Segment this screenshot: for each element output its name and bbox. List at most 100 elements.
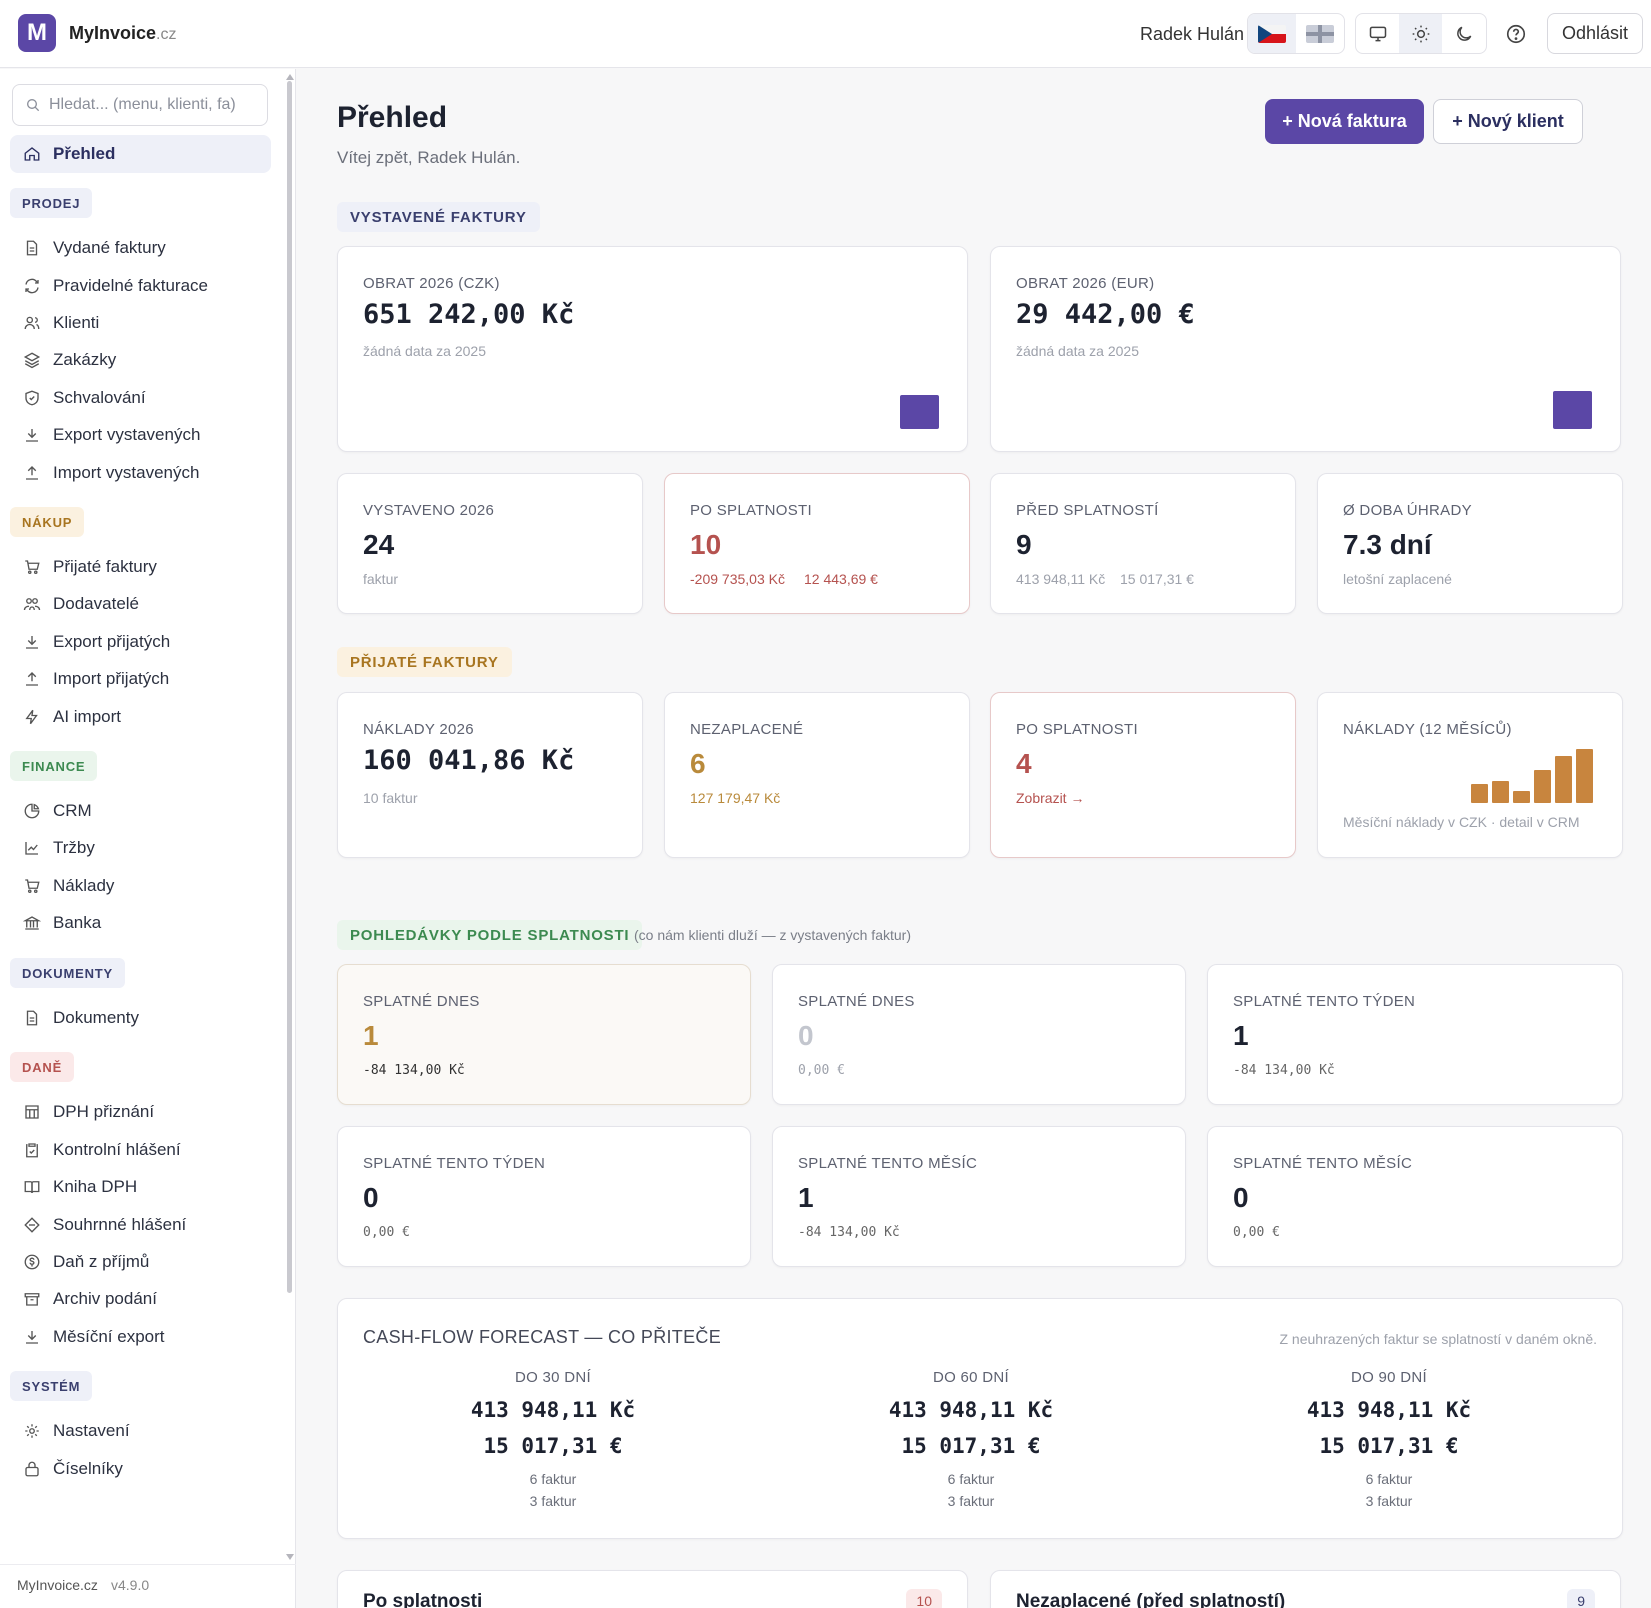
sidebar-item-label: Nastavení: [53, 1421, 130, 1440]
sidebar-item-ciselniky[interactable]: Číselníky: [10, 1450, 271, 1488]
sidebar-item-label: Náklady: [53, 876, 115, 895]
upload-icon: [26, 672, 38, 686]
scroll-down-icon[interactable]: [286, 1554, 294, 1560]
bank-icon: [23, 916, 41, 930]
lang-en-button[interactable]: [1296, 14, 1344, 53]
issued-before-due-card[interactable]: PŘED SPLATNOSTÍ 9 413 948,11 Kč 15 017,3…: [990, 473, 1296, 614]
clipboard-icon: [26, 1143, 38, 1158]
sidebar-item-label: Import přijatých: [53, 669, 170, 688]
sidebar-item-dokumenty[interactable]: Dokumenty: [10, 999, 271, 1037]
receivables-note: (co nám klienti dluží — z vystavených fa…: [634, 927, 911, 943]
sidebar-item-export-prijatych[interactable]: Export přijatých: [10, 623, 271, 661]
sidebar-item-pravidelne-fakturace[interactable]: Pravidelné fakturace: [10, 267, 271, 305]
sidebar-item-prijate-faktury[interactable]: Přijaté faktury: [10, 548, 271, 586]
card-sub: žádná data za 2025: [363, 343, 486, 359]
card-value: 9: [1016, 529, 1032, 560]
card-value: 24: [363, 529, 395, 560]
sidebar-item-klienti[interactable]: Klienti: [10, 304, 271, 342]
cashflow-count-eur: 3 faktur: [529, 1493, 577, 1509]
card-value: 4: [1016, 748, 1032, 779]
receivable-card[interactable]: SPLATNÉ TENTO MĚSÍC 1 -84 134,00 Kč: [772, 1126, 1186, 1267]
turnover-czk-card[interactable]: OBRAT 2026 (CZK) 651 242,00 Kč žádná dat…: [337, 246, 968, 452]
avg-payment-card[interactable]: Ø DOBA ÚHRADY 7.3 dní letošní zaplacené: [1317, 473, 1623, 614]
issued-count-card[interactable]: VYSTAVENO 2026 24 faktur: [337, 473, 643, 614]
app-name[interactable]: MyInvoice.cz: [69, 23, 176, 44]
card-sub: faktur: [363, 571, 399, 587]
sidebar-item-souhrnne-hlaseni[interactable]: Souhrnné hlášení: [10, 1206, 271, 1244]
unpaid-card[interactable]: NEZAPLACENÉ 6 127 179,47 Kč: [664, 692, 970, 858]
download-icon: [26, 1331, 38, 1344]
sidebar-item-import-prijatych[interactable]: Import přijatých: [10, 660, 271, 698]
help-icon: [1506, 24, 1526, 43]
receivable-card[interactable]: SPLATNÉ DNES 1 -84 134,00 Kč: [337, 964, 751, 1105]
sidebar-item-export-vystavenych[interactable]: Export vystavených: [10, 416, 271, 454]
sidebar-item-crm[interactable]: CRM: [10, 792, 271, 830]
card-value: 0: [1233, 1182, 1249, 1213]
sidebar-item-schvalovani[interactable]: Schvalování: [10, 379, 271, 417]
turnover-eur-card[interactable]: OBRAT 2026 (EUR) 29 442,00 € žádná data …: [990, 246, 1621, 452]
card-label: OBRAT 2026 (CZK): [363, 275, 500, 292]
receivable-card[interactable]: SPLATNÉ TENTO TÝDEN 0 0,00 €: [337, 1126, 751, 1267]
cashflow-czk: 413 948,11 Kč: [1306, 1398, 1472, 1422]
receivable-card[interactable]: SPLATNÉ DNES 0 0,00 €: [772, 964, 1186, 1105]
footer-app-name: MyInvoice.cz: [17, 1577, 98, 1593]
lang-cz-button[interactable]: [1248, 14, 1296, 53]
sidebar-item-vydane-faktury[interactable]: Vydané faktury: [10, 229, 271, 267]
sidebar-scrollbar[interactable]: [287, 81, 292, 1293]
show-overdue-link[interactable]: Zobrazit →: [1016, 790, 1085, 806]
sidebar-item-dan-z-prijmu[interactable]: Daň z příjmů: [10, 1243, 271, 1281]
issued-overdue-card[interactable]: PO SPLATNOSTI 10 -209 735,03 Kč 12 443,6…: [664, 473, 970, 614]
help-button[interactable]: [1494, 13, 1538, 54]
unpaid-list-title: Nezaplacené (před splatností): [1016, 1591, 1286, 1608]
moon-icon: [1457, 26, 1472, 41]
theme-system-button[interactable]: [1356, 14, 1399, 53]
sidebar-item-label: Přehled: [53, 144, 116, 163]
sidebar-item-banka[interactable]: Banka: [10, 904, 271, 942]
sidebar-item-ai-import[interactable]: AI import: [10, 698, 271, 736]
sidebar-item-mesicni-export[interactable]: Měsíční export: [10, 1318, 271, 1356]
scroll-up-icon[interactable]: [286, 74, 294, 80]
receivable-card[interactable]: SPLATNÉ TENTO TÝDEN 1 -84 134,00 Kč: [1207, 964, 1623, 1105]
theme-light-button[interactable]: [1399, 14, 1442, 53]
sidebar-item-trzby[interactable]: Tržby: [10, 829, 271, 867]
card-label: NÁKLADY (12 MĚSÍCŮ): [1343, 721, 1512, 738]
sidebar-item-dodavatele[interactable]: Dodavatelé: [10, 585, 271, 623]
section-chip-receivables: POHLEDÁVKY PODLE SPLATNOSTI: [337, 920, 643, 950]
cashflow-forecast-card: CASH-FLOW FORECAST — CO PŘITEČE Z neuhra…: [337, 1298, 1623, 1539]
archive-icon: [24, 1293, 40, 1306]
sidebar-item-label: Dokumenty: [53, 1008, 139, 1027]
card-sub: Měsíční náklady v CZK · detail v CRM: [1343, 814, 1580, 830]
card-sub-czk: -209 735,03 Kč: [690, 571, 785, 587]
sidebar-item-naklady[interactable]: Náklady: [10, 867, 271, 905]
app-name-text: MyInvoice: [69, 23, 157, 43]
received-overdue-card[interactable]: PO SPLATNOSTI 4 Zobrazit →: [990, 692, 1296, 858]
theme-dark-button[interactable]: [1442, 14, 1486, 53]
sidebar-item-archiv-podani[interactable]: Archiv podání: [10, 1280, 271, 1318]
search-input[interactable]: [49, 96, 259, 114]
sidebar-item-nastaveni[interactable]: Nastavení: [10, 1412, 271, 1450]
sidebar-footer: MyInvoice.cz v4.9.0: [0, 1564, 296, 1608]
czech-flag-icon: [1258, 24, 1286, 43]
costs-card[interactable]: NÁKLADY 2026 160 041,86 Kč 10 faktur: [337, 692, 643, 858]
overdue-list-card: Po splatnosti 10: [337, 1570, 968, 1608]
line-chart-icon: [25, 842, 38, 855]
cashflow-column: DO 90 DNÍ 413 948,11 Kč 15 017,31 € 6 fa…: [1264, 1369, 1514, 1512]
app-logo[interactable]: M: [18, 14, 56, 52]
section-dane: DANĚ: [10, 1052, 75, 1082]
card-sub: 10 faktur: [363, 790, 418, 806]
new-client-button[interactable]: + Nový klient: [1433, 99, 1583, 144]
sidebar-item-kniha-dph[interactable]: Kniha DPH: [10, 1168, 271, 1206]
sidebar-item-zakazky[interactable]: Zakázky: [10, 341, 271, 379]
cashflow-czk: 413 948,11 Kč: [470, 1398, 636, 1422]
sidebar-item-overview[interactable]: Přehled: [10, 135, 271, 173]
sidebar-item-kontrolni-hlaseni[interactable]: Kontrolní hlášení: [10, 1131, 271, 1169]
logout-button[interactable]: Odhlásit: [1547, 13, 1643, 54]
new-invoice-button[interactable]: + Nová faktura: [1265, 99, 1424, 144]
section-finance: FINANCE: [10, 751, 98, 781]
costs-12m-card[interactable]: NÁKLADY (12 MĚSÍCŮ) Měsíční náklady v CZ…: [1317, 692, 1623, 858]
gear-icon: [25, 1424, 39, 1438]
receivable-card[interactable]: SPLATNÉ TENTO MĚSÍC 0 0,00 €: [1207, 1126, 1623, 1267]
sidebar-item-import-vystavenych[interactable]: Import vystavených: [10, 454, 271, 492]
lock-box-icon: [25, 1461, 39, 1477]
sidebar-item-dph-priznani[interactable]: DPH přiznání: [10, 1093, 271, 1131]
